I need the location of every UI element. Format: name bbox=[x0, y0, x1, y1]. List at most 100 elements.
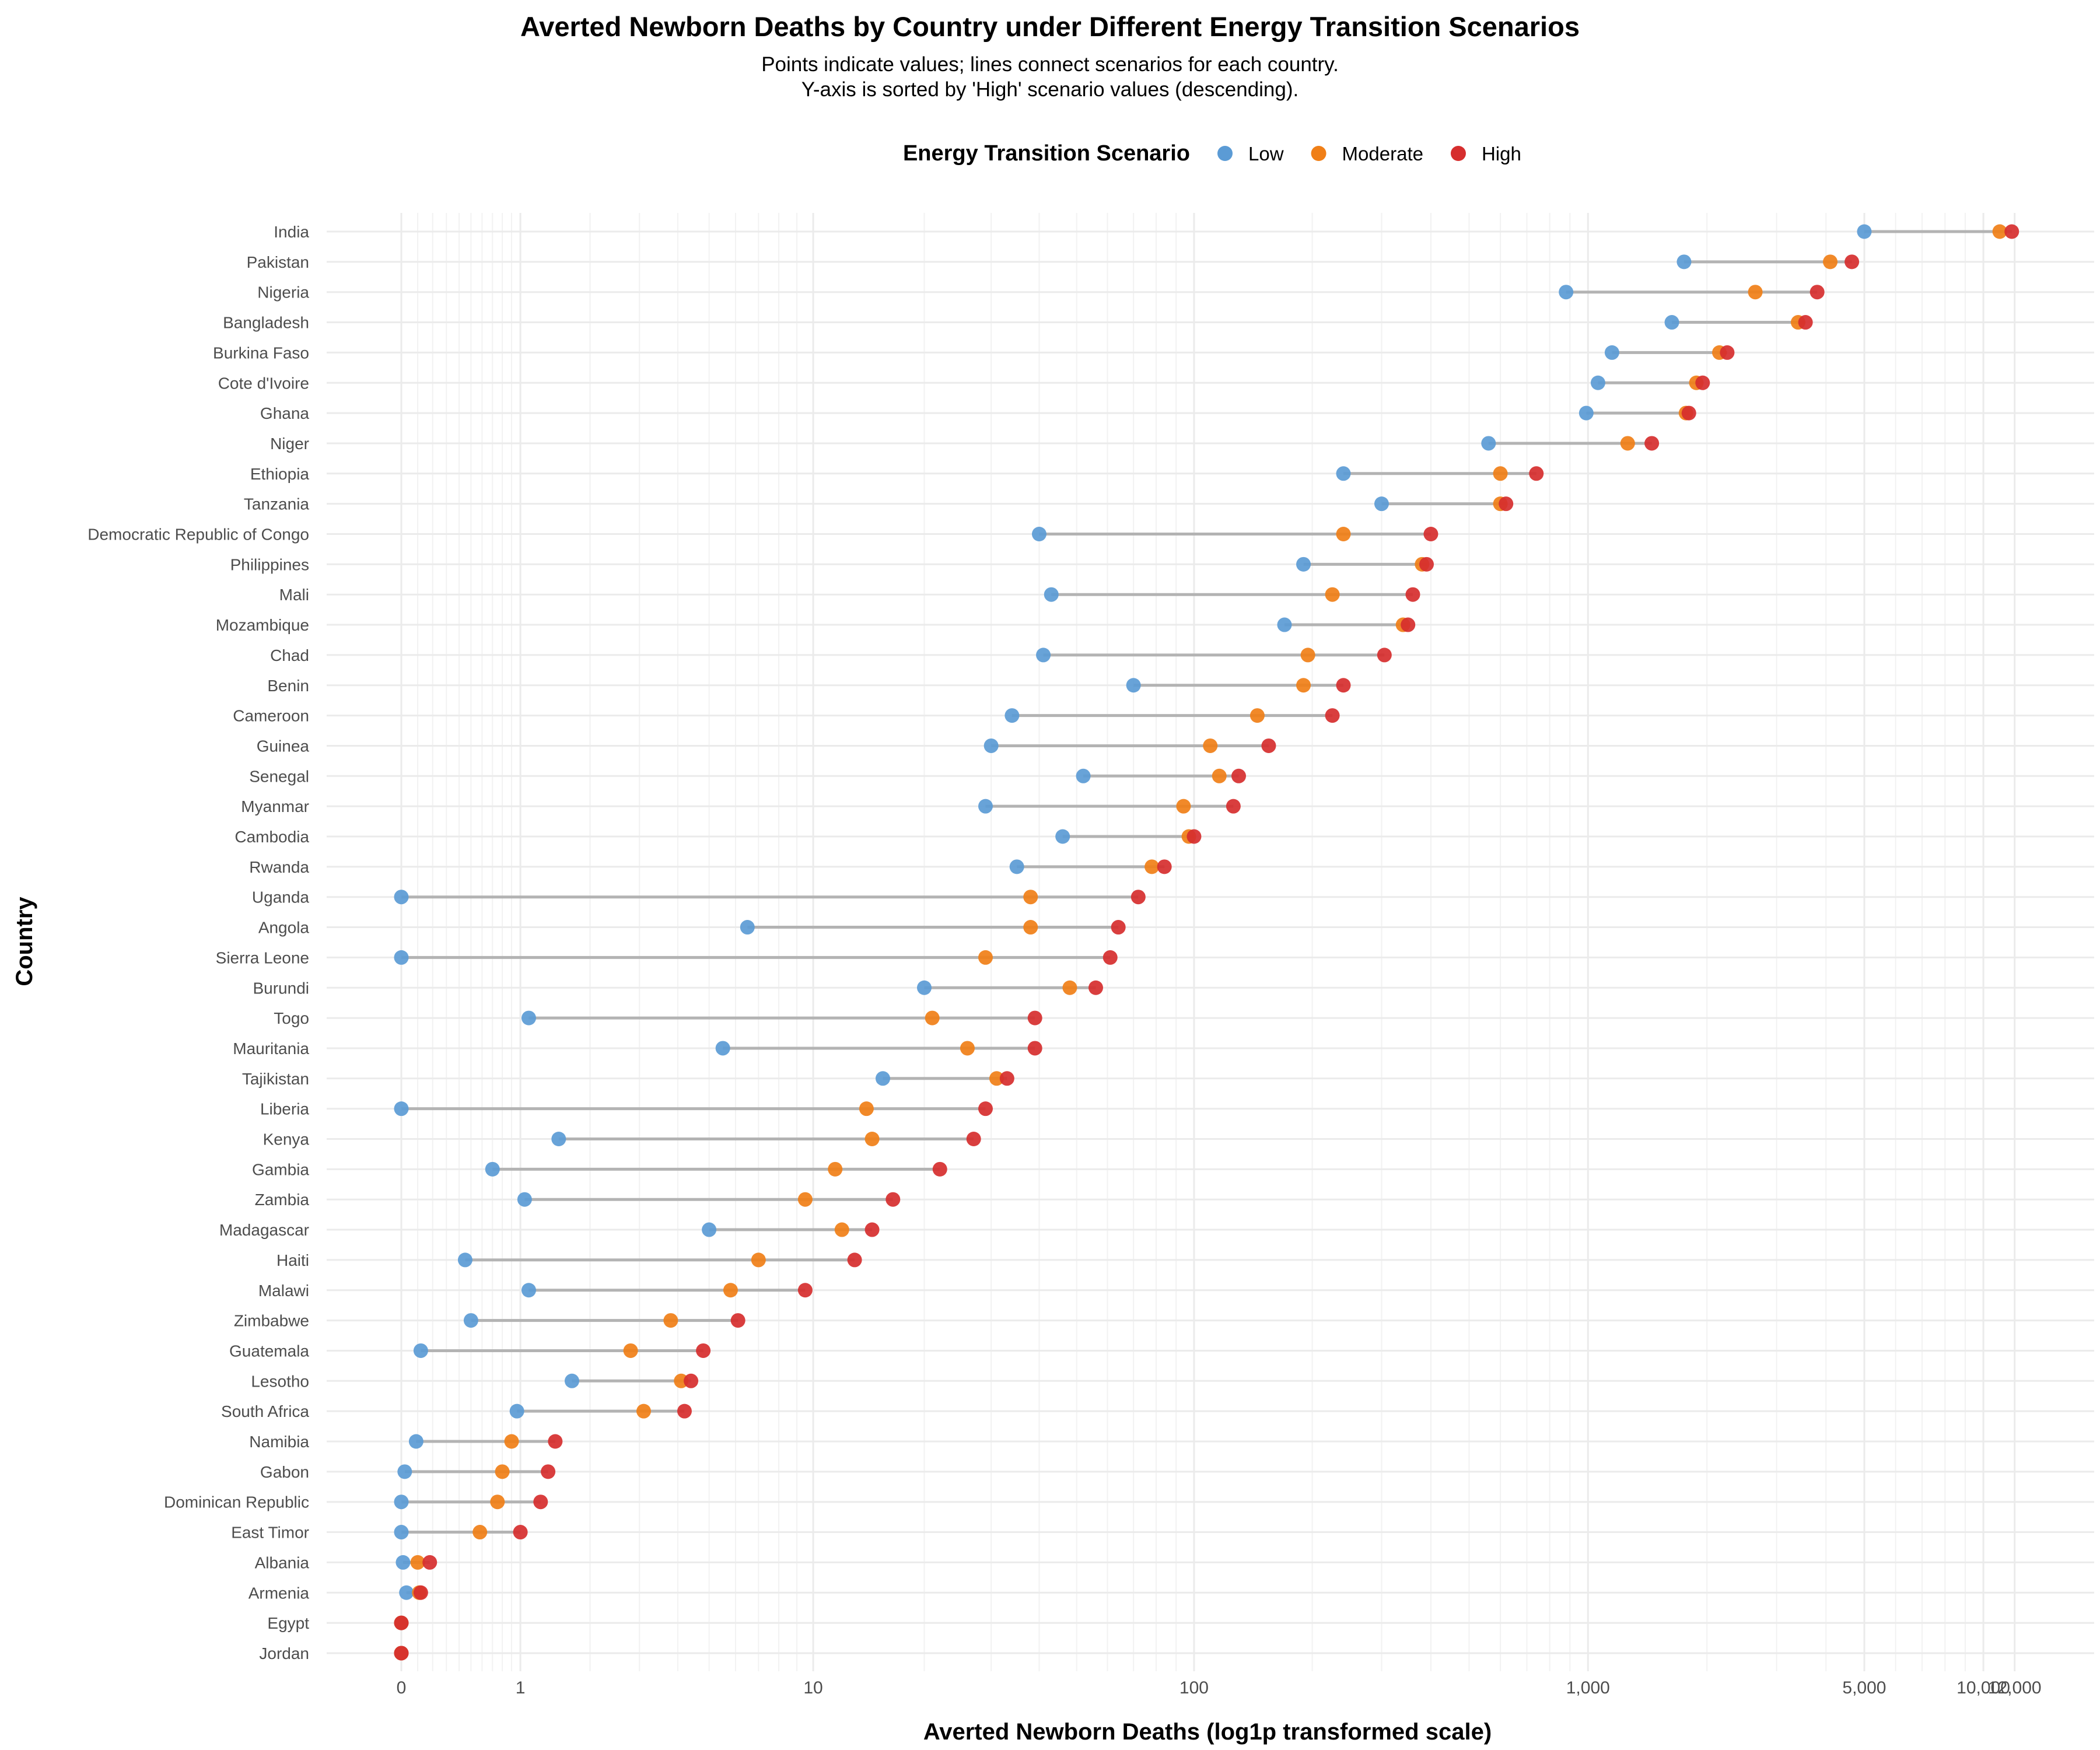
point-moderate-rwanda bbox=[1144, 859, 1160, 874]
point-high-philippines bbox=[1419, 556, 1434, 572]
point-high-madagascar bbox=[864, 1222, 880, 1237]
y-tick-label-senegal: Senegal bbox=[249, 767, 309, 785]
x-tick-label: 10,000 bbox=[1957, 1678, 2010, 1698]
y-tick-label-india: India bbox=[274, 223, 309, 241]
y-tick-label-philippines: Philippines bbox=[230, 555, 309, 573]
point-high-cote-d-ivoire bbox=[1695, 375, 1710, 390]
y-tick-label-guinea: Guinea bbox=[257, 737, 310, 755]
y-tick-label-chad: Chad bbox=[270, 646, 309, 664]
y-tick-label-namibia: Namibia bbox=[249, 1433, 309, 1451]
chart-subtitle-line-1: Points indicate values; lines connect sc… bbox=[761, 53, 1339, 76]
point-high-gambia bbox=[932, 1161, 947, 1177]
point-high-liberia bbox=[978, 1101, 993, 1116]
y-tick-label-cote-d-ivoire: Cote d'Ivoire bbox=[218, 374, 309, 392]
point-moderate-ethiopia bbox=[1493, 466, 1508, 481]
point-moderate-mali bbox=[1325, 587, 1340, 602]
point-low-mauritania bbox=[715, 1041, 730, 1056]
point-high-zimbabwe bbox=[730, 1313, 746, 1328]
point-high-nigeria bbox=[1810, 285, 1825, 300]
x-tick-label: 1,000 bbox=[1566, 1678, 1610, 1698]
legend-title: Energy Transition Scenario bbox=[903, 141, 1190, 166]
y-tick-label-bangladesh: Bangladesh bbox=[223, 314, 309, 332]
y-tick-label-kenya: Kenya bbox=[263, 1130, 310, 1149]
y-tick-label-rwanda: Rwanda bbox=[249, 858, 309, 876]
point-low-guatemala bbox=[413, 1343, 428, 1358]
point-high-cameroon bbox=[1325, 708, 1340, 723]
y-tick-label-gabon: Gabon bbox=[260, 1463, 309, 1481]
point-high-sierra-leone bbox=[1102, 950, 1118, 965]
point-moderate-dominican-republic bbox=[490, 1494, 505, 1510]
point-high-guatemala bbox=[696, 1343, 711, 1358]
point-moderate-east-timor bbox=[473, 1525, 488, 1540]
point-high-cambodia bbox=[1186, 829, 1202, 844]
point-low-malawi bbox=[521, 1283, 536, 1298]
y-tick-label-south-africa: South Africa bbox=[221, 1402, 309, 1420]
point-moderate-zambia bbox=[797, 1192, 813, 1207]
y-tick-label-burkina-faso: Burkina Faso bbox=[213, 344, 309, 362]
point-moderate-south-africa bbox=[636, 1404, 651, 1419]
y-tick-label-cambodia: Cambodia bbox=[235, 828, 309, 846]
point-low-namibia bbox=[408, 1434, 424, 1449]
x-tick-label: 1 bbox=[516, 1678, 526, 1698]
point-high-gabon bbox=[541, 1464, 556, 1479]
point-low-burkina-faso bbox=[1604, 345, 1619, 360]
y-tick-label-myanmar: Myanmar bbox=[241, 797, 309, 816]
point-low-philippines bbox=[1296, 556, 1311, 572]
point-low-madagascar bbox=[702, 1222, 717, 1237]
point-moderate-gabon bbox=[495, 1464, 510, 1479]
point-low-angola bbox=[740, 920, 755, 935]
point-high-ethiopia bbox=[1529, 466, 1544, 481]
y-tick-label-zimbabwe: Zimbabwe bbox=[234, 1312, 309, 1330]
point-low-benin bbox=[1126, 678, 1141, 693]
point-high-chad bbox=[1377, 648, 1392, 663]
y-tick-label-guatemala: Guatemala bbox=[229, 1342, 309, 1360]
point-low-bangladesh bbox=[1664, 315, 1679, 330]
point-moderate-malawi bbox=[723, 1283, 738, 1298]
y-tick-label-gambia: Gambia bbox=[252, 1160, 309, 1178]
point-high-kenya bbox=[966, 1132, 981, 1146]
x-tick-label: 10 bbox=[803, 1678, 822, 1698]
y-tick-label-ethiopia: Ethiopia bbox=[250, 465, 310, 483]
y-tick-label-uganda: Uganda bbox=[252, 888, 310, 907]
point-high-namibia bbox=[548, 1434, 563, 1449]
point-low-senegal bbox=[1076, 768, 1091, 783]
point-moderate-namibia bbox=[504, 1434, 519, 1449]
y-tick-label-cameroon: Cameroon bbox=[233, 707, 309, 725]
x-tick-label: 5,000 bbox=[1842, 1678, 1886, 1698]
point-moderate-guatemala bbox=[623, 1343, 638, 1358]
point-high-benin bbox=[1336, 678, 1351, 693]
point-high-tajikistan bbox=[999, 1071, 1014, 1086]
y-axis-tick-labels: India Pakistan Nigeria Bangladesh Burkina Fa… bbox=[88, 223, 309, 1662]
point-moderate-pakistan bbox=[1823, 254, 1838, 270]
point-low-zimbabwe bbox=[463, 1313, 478, 1328]
point-low-democratic-republic-of-congo bbox=[1031, 527, 1046, 541]
point-low-togo bbox=[521, 1010, 536, 1026]
y-tick-label-tajikistan: Tajikistan bbox=[242, 1070, 309, 1088]
point-moderate-mauritania bbox=[960, 1041, 975, 1056]
y-tick-label-armenia: Armenia bbox=[249, 1584, 310, 1602]
point-low-gambia bbox=[485, 1161, 500, 1177]
point-moderate-sierra-leone bbox=[978, 950, 993, 965]
point-low-haiti bbox=[457, 1252, 473, 1268]
point-moderate-senegal bbox=[1212, 768, 1227, 783]
chart-title: Averted Newborn Deaths by Country under … bbox=[520, 11, 1580, 42]
point-low-pakistan bbox=[1676, 254, 1692, 270]
point-low-cameroon bbox=[1005, 708, 1020, 723]
point-high-jordan bbox=[394, 1646, 409, 1661]
y-tick-label-ghana: Ghana bbox=[260, 404, 309, 422]
point-high-lesotho bbox=[684, 1373, 699, 1388]
point-low-lesotho bbox=[564, 1373, 579, 1388]
point-low-ghana bbox=[1578, 405, 1594, 421]
y-tick-label-mauritania: Mauritania bbox=[233, 1040, 309, 1058]
point-high-angola bbox=[1111, 920, 1126, 935]
point-moderate-togo bbox=[925, 1010, 940, 1026]
point-moderate-zimbabwe bbox=[663, 1313, 678, 1328]
point-moderate-guinea bbox=[1203, 738, 1218, 753]
legend-label-moderate: Moderate bbox=[1342, 143, 1423, 164]
point-high-rwanda bbox=[1157, 859, 1172, 874]
point-high-egypt bbox=[394, 1615, 409, 1630]
y-tick-label-burundi: Burundi bbox=[253, 979, 309, 997]
point-low-armenia bbox=[399, 1585, 414, 1600]
point-moderate-tajikistan bbox=[989, 1071, 1004, 1086]
legend-key-low bbox=[1217, 146, 1233, 161]
